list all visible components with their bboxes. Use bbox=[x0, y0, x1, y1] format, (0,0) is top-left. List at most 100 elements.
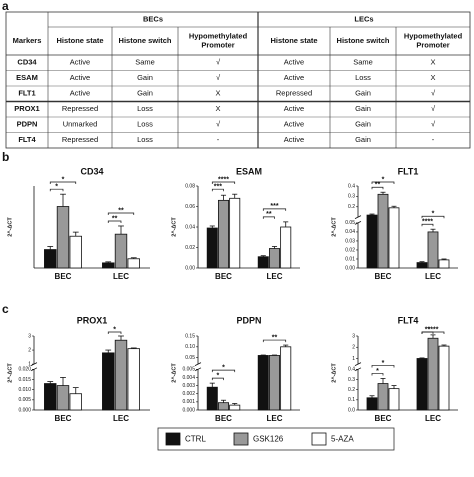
bar bbox=[114, 339, 128, 411]
significance-bracket bbox=[371, 365, 395, 368]
y-tick-label: 0.05 bbox=[185, 355, 195, 361]
panel-label: c bbox=[2, 302, 9, 316]
axis-break bbox=[194, 367, 202, 372]
axis-break bbox=[30, 362, 38, 366]
cell: X bbox=[215, 104, 220, 113]
y-tick-label: 0.06 bbox=[185, 204, 195, 210]
group-header: LECs bbox=[354, 14, 373, 23]
bar bbox=[44, 249, 57, 269]
y-tick-label: 0.005 bbox=[182, 367, 195, 373]
cell: Gain bbox=[355, 120, 371, 129]
y-axis-label: 2^-ΔCT bbox=[171, 363, 177, 383]
chart-title: CD34 bbox=[80, 166, 103, 176]
bar bbox=[206, 227, 218, 269]
significance-label: * bbox=[55, 184, 58, 191]
y-axis-label: 2^-ΔCT bbox=[7, 217, 13, 237]
cell: Gain bbox=[355, 135, 371, 144]
chart-title: FLT1 bbox=[398, 166, 419, 176]
column-header: Markers bbox=[13, 36, 42, 45]
cell: X bbox=[430, 58, 435, 67]
row-header: ESAM bbox=[16, 73, 38, 82]
cell: Repressed bbox=[62, 104, 98, 113]
y-tick-label: 2 bbox=[352, 345, 355, 351]
x-tick-label: BEC bbox=[375, 414, 392, 423]
chart-title: FLT4 bbox=[398, 315, 419, 325]
bar bbox=[257, 256, 269, 269]
column-header: Hypomethylated bbox=[404, 31, 463, 40]
significance-label: * bbox=[222, 364, 225, 371]
cell: Active bbox=[284, 58, 304, 67]
significance-label: * bbox=[432, 211, 435, 218]
y-tick-label: 0.02 bbox=[185, 245, 195, 251]
column-header: Promoter bbox=[416, 40, 449, 49]
cell: Loss bbox=[137, 135, 153, 144]
bar bbox=[56, 385, 70, 411]
significance-bracket bbox=[211, 181, 236, 184]
y-axis-label: 2^-ΔCT bbox=[331, 363, 337, 383]
bar bbox=[388, 388, 400, 411]
y-tick-label: 0.4 bbox=[348, 183, 355, 189]
y-tick-label: 0.03 bbox=[345, 238, 355, 244]
significance-bracket bbox=[371, 181, 395, 184]
cell: X bbox=[430, 73, 435, 82]
y-tick-label: 0.4 bbox=[348, 367, 355, 373]
column-header: Hypomethylated bbox=[189, 31, 248, 40]
bar bbox=[366, 397, 378, 411]
bar bbox=[257, 355, 269, 411]
significance-label: **** bbox=[422, 219, 433, 226]
y-tick-label: 0.020 bbox=[18, 367, 31, 373]
significance-bracket bbox=[107, 331, 122, 334]
bar bbox=[127, 348, 140, 411]
table-border bbox=[5, 11, 471, 149]
significance-label: * bbox=[62, 176, 65, 183]
bar bbox=[366, 214, 378, 269]
column-header: Histone switch bbox=[119, 36, 172, 45]
significance-bracket bbox=[371, 186, 384, 190]
cell: Active bbox=[70, 89, 90, 98]
y-tick-label: 0.0 bbox=[348, 407, 355, 413]
x-tick-label: LEC bbox=[113, 272, 129, 281]
y-tick-label: 1 bbox=[352, 356, 355, 362]
bar bbox=[217, 402, 229, 411]
cell: Gain bbox=[137, 89, 153, 98]
y-tick-label: 3 bbox=[352, 333, 355, 339]
row-header: FLT4 bbox=[18, 135, 36, 144]
y-tick-label: 0.000 bbox=[182, 407, 195, 413]
cell: √ bbox=[431, 89, 436, 98]
significance-label: **** bbox=[218, 176, 229, 183]
cell: √ bbox=[431, 104, 436, 113]
legend-swatch bbox=[233, 432, 249, 446]
x-tick-label: BEC bbox=[215, 272, 232, 281]
chart-title: PROX1 bbox=[77, 315, 108, 325]
bar-chart: PDPN 2^-ΔCT 0.000 0.001 0.002 0.003 0.004 0.005… bbox=[171, 315, 300, 423]
x-tick-label: BEC bbox=[55, 414, 72, 423]
axis-break bbox=[30, 367, 38, 372]
x-tick-label: BEC bbox=[215, 414, 232, 423]
y-tick-label: 0.08 bbox=[185, 183, 195, 189]
axis-break bbox=[194, 362, 202, 366]
row-header: CD34 bbox=[17, 58, 37, 67]
significance-label: **** bbox=[428, 326, 439, 333]
cell: Loss bbox=[137, 120, 153, 129]
significance-label: * bbox=[382, 176, 385, 183]
y-tick-label: 0.003 bbox=[182, 383, 195, 389]
bar bbox=[229, 197, 241, 269]
bar bbox=[427, 231, 439, 269]
x-tick-label: LEC bbox=[425, 272, 441, 281]
significance-bracket bbox=[107, 212, 135, 215]
x-tick-label: LEC bbox=[425, 414, 441, 423]
y-tick-label: 0.2 bbox=[348, 387, 355, 393]
y-tick-label: 0.00 bbox=[185, 265, 195, 271]
cell: Loss bbox=[355, 73, 371, 82]
y-tick-label: 0.04 bbox=[185, 224, 195, 230]
column-header: Histone state bbox=[56, 36, 103, 45]
bar bbox=[388, 207, 400, 269]
bar bbox=[377, 193, 389, 269]
bar bbox=[127, 258, 140, 269]
bar bbox=[416, 262, 428, 269]
legend-label: GSK126 bbox=[253, 435, 284, 444]
cell: Repressed bbox=[62, 135, 98, 144]
significance-bracket bbox=[49, 181, 77, 184]
